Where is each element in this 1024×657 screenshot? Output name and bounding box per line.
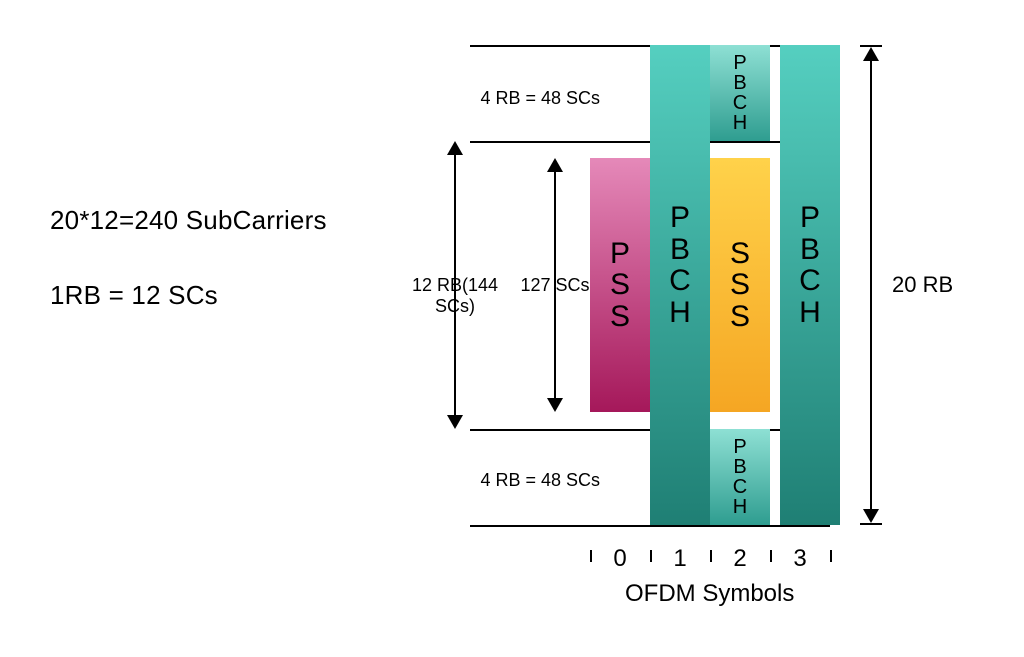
xaxis-label: OFDM Symbols (625, 580, 794, 608)
ssb-diagram-canvas: 20*12=240 SubCarriers 1RB = 12 SCs PSS P… (0, 0, 1024, 657)
note-rb-definition: 1RB = 12 SCs (50, 280, 218, 311)
pbch-col3-block: PBCH (780, 45, 840, 525)
xtick-1: 1 (650, 545, 710, 573)
pbch-ext-top-label: PBCH (710, 45, 770, 141)
label-top-4rb: 4 RB = 48 SCs (470, 88, 600, 109)
label-20rb: 20 RB (892, 272, 953, 298)
label-bot-4rb: 4 RB = 48 SCs (470, 470, 600, 491)
hline-bottom (470, 525, 830, 527)
note-subcarriers: 20*12=240 SubCarriers (50, 205, 327, 236)
pbch-col1-block: PBCH (650, 45, 710, 525)
xtick-3: 3 (770, 545, 830, 573)
pss-block: PSS (590, 158, 650, 412)
hline-upper-mid (470, 141, 780, 143)
pbch-col1-label: PBCH (650, 25, 710, 505)
sss-label: SSS (710, 158, 770, 412)
pss-label: PSS (590, 158, 650, 412)
pbch-ext-top-block: PBCH (710, 45, 770, 141)
pbch-ext-bot-block: PBCH (710, 429, 770, 525)
pbch-ext-bot-label: PBCH (710, 429, 770, 525)
pbch-col3-label: PBCH (780, 25, 840, 505)
xtick-2: 2 (710, 545, 770, 573)
sss-block: SSS (710, 158, 770, 412)
xtick-0: 0 (590, 545, 650, 573)
